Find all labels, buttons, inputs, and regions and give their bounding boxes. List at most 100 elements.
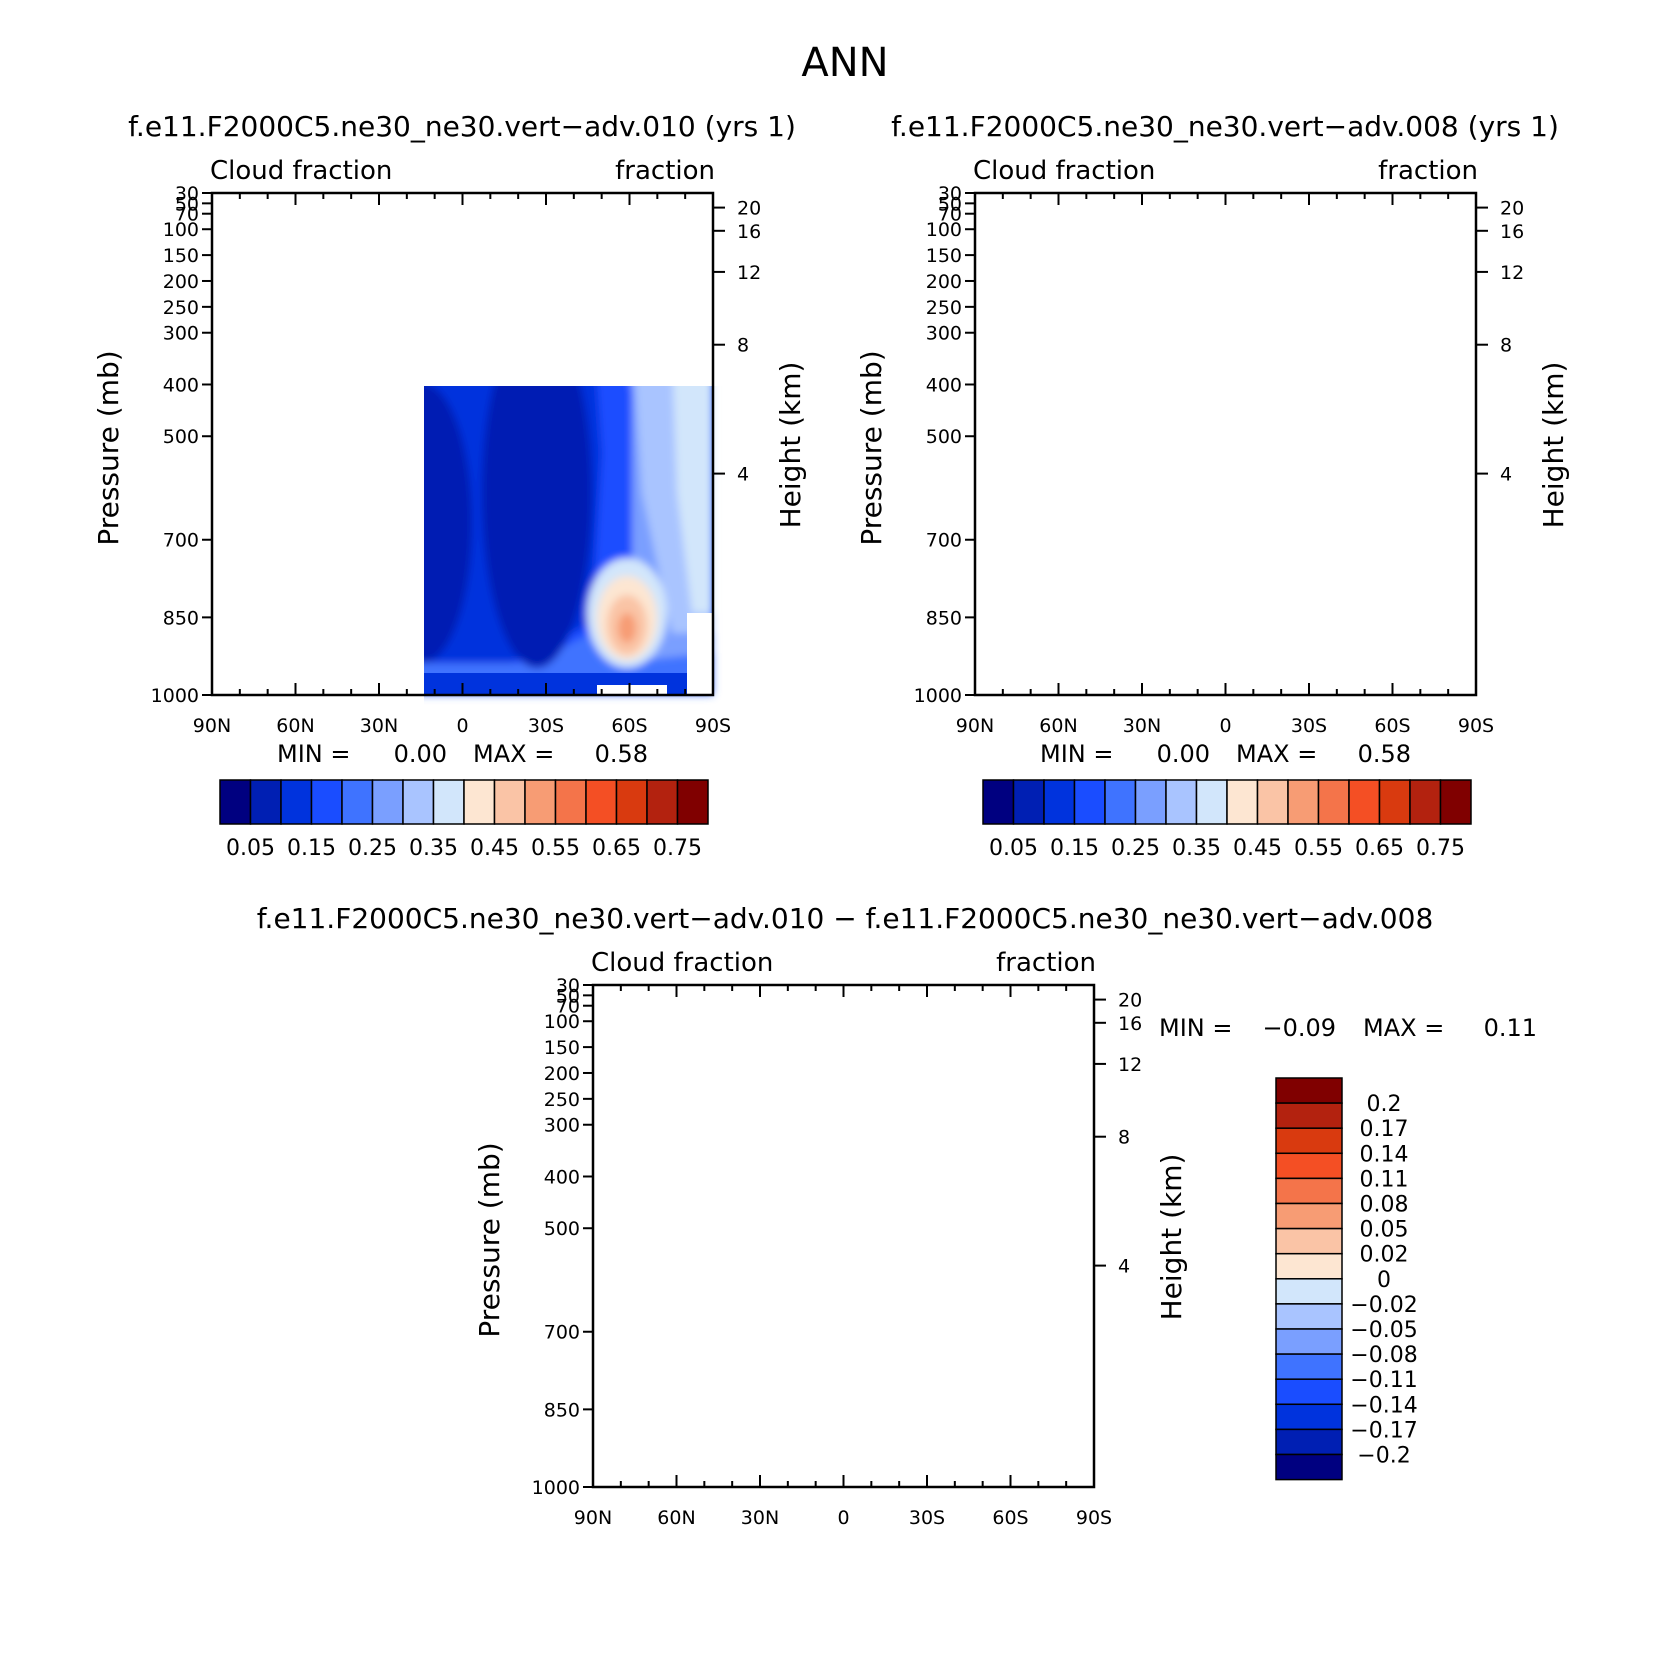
pressure-tick-label: 500 — [544, 1218, 580, 1240]
colorbar-label: 0.15 — [1050, 836, 1099, 861]
pressure-tick-label: 300 — [926, 323, 962, 345]
colorbar-label: 0.75 — [1416, 836, 1465, 861]
pressure-tick-label: 850 — [163, 607, 199, 629]
colorbar-label: 0.17 — [1360, 1117, 1409, 1142]
colorbar-box — [463, 779, 496, 825]
panel-3-min: −0.09 — [1262, 1014, 1336, 1042]
panel-2-right-string: fraction — [1378, 156, 1478, 186]
pressure-tick-label: 1000 — [532, 1477, 580, 1499]
panel-1-axes: 3050701001502002503004005007008501000201… — [151, 183, 762, 737]
panel-1-right-string: fraction — [615, 156, 715, 186]
panel-2-max: 0.58 — [1358, 740, 1411, 768]
colorbar-box — [1104, 779, 1137, 825]
colorbar-label: 0.05 — [1360, 1218, 1409, 1243]
colorbar-label: 0.15 — [287, 836, 336, 861]
height-tick-label: 16 — [1500, 221, 1524, 243]
panel-3: f.e11.F2000C5.ne30_ne30.vert−adv.010 − f… — [257, 902, 1537, 1529]
colorbar-box — [1275, 1127, 1343, 1155]
panel-3-colorbar: 0.20.170.140.110.080.050.020−0.02−0.05−0… — [1275, 1077, 1418, 1481]
colorbar-box — [1275, 1328, 1343, 1355]
lat-tick-label: 90S — [1076, 1507, 1112, 1529]
colorbar-box — [646, 779, 679, 825]
colorbar-box — [1409, 779, 1442, 825]
height-tick-label: 20 — [737, 198, 761, 220]
lat-tick-label: 0 — [456, 715, 468, 737]
pressure-tick-label: 1000 — [151, 685, 199, 707]
pressure-tick-label: 50 — [556, 985, 580, 1007]
colorbar-box — [1134, 779, 1167, 825]
colorbar-label: −0.02 — [1350, 1293, 1417, 1318]
panel-1-ylabel: Pressure (mb) — [92, 350, 125, 545]
colorbar-box — [1275, 1378, 1343, 1406]
pressure-tick-label: 400 — [163, 374, 199, 396]
colorbar-box — [1256, 779, 1289, 825]
panel-3-ylabel: Pressure (mb) — [473, 1142, 506, 1337]
panel-3-frame — [591, 983, 1096, 1489]
colorbar-box — [432, 779, 465, 825]
panel-2-max-label: MAX = — [1236, 740, 1317, 768]
panel-2-right-ylabel: Height (km) — [1537, 362, 1570, 529]
lat-tick-label: 30S — [1291, 715, 1327, 737]
colorbar-box — [1287, 779, 1320, 825]
pressure-tick-label: 250 — [926, 297, 962, 319]
panel-1-left-string: Cloud fraction — [210, 156, 392, 186]
pressure-tick-label: 70 — [938, 204, 962, 226]
pressure-tick-label: 30 — [175, 183, 199, 205]
panel-2-axes: 3050701001502002503004005007008501000201… — [914, 183, 1525, 737]
colorbar-label: −0.14 — [1350, 1393, 1417, 1418]
colorbar-box — [1275, 1428, 1343, 1456]
pressure-tick-label: 100 — [544, 1011, 580, 1033]
colorbar-box — [1275, 1077, 1343, 1104]
panel-2-colorbar: 0.05 0.15 0.25 0.35 0.45 0.55 0.65 0.75 — [982, 779, 1472, 861]
pressure-tick-label: 30 — [556, 975, 580, 997]
panel-1: f.e11.F2000C5.ne30_ne30.vert−adv.010 (yr… — [92, 110, 807, 861]
colorbar-box — [554, 779, 587, 825]
colorbar-box — [1165, 779, 1198, 825]
panel-3-heatmap — [593, 985, 1094, 1487]
pressure-tick-label: 100 — [163, 219, 199, 241]
pressure-tick-label: 400 — [926, 374, 962, 396]
colorbar-label: 0 — [1377, 1268, 1391, 1293]
panel-3-max-label: MAX = — [1363, 1014, 1444, 1042]
colorbar-box — [1012, 779, 1045, 825]
colorbar-label: 0.65 — [1355, 836, 1404, 861]
panel-1-min: 0.00 — [394, 740, 447, 768]
height-tick-label: 16 — [1118, 1013, 1142, 1035]
height-tick-label: 8 — [1500, 335, 1512, 357]
pressure-tick-label: 300 — [163, 323, 199, 345]
pressure-tick-label: 200 — [926, 271, 962, 293]
colorbar-label: 0.35 — [409, 836, 458, 861]
pressure-tick-label: 50 — [175, 193, 199, 215]
height-tick-label: 20 — [1500, 198, 1524, 220]
panel-3-min-label: MIN = — [1159, 1014, 1232, 1042]
pressure-tick-label: 50 — [938, 193, 962, 215]
pressure-tick-label: 200 — [544, 1063, 580, 1085]
colorbar-label: 0.55 — [1294, 836, 1343, 861]
pressure-tick-label: 700 — [926, 530, 962, 552]
lat-tick-label: 90N — [956, 715, 994, 737]
lat-tick-label: 0 — [837, 1507, 849, 1529]
lat-tick-label: 30S — [528, 715, 564, 737]
colorbar-box — [982, 779, 1015, 825]
lat-tick-label: 60S — [992, 1507, 1028, 1529]
height-tick-label: 12 — [737, 262, 761, 284]
panel-1-colorbar: 0.05 0.15 0.25 0.35 0.45 0.55 0.65 0.75 — [219, 779, 709, 861]
panel-2-left-string: Cloud fraction — [973, 156, 1155, 186]
colorbar-label: 0.02 — [1360, 1243, 1409, 1268]
colorbar-label: 0.65 — [592, 836, 641, 861]
panel-1-heatmap — [424, 386, 713, 695]
pressure-tick-label: 150 — [926, 245, 962, 267]
pressure-tick-label: 30 — [938, 183, 962, 205]
colorbar-box — [1195, 779, 1228, 825]
colorbar-label: 0.11 — [1360, 1167, 1409, 1192]
panel-3-left-string: Cloud fraction — [591, 948, 773, 978]
panel-3-right-ylabel: Height (km) — [1155, 1154, 1188, 1321]
pressure-tick-label: 500 — [163, 426, 199, 448]
colorbar-box — [1275, 1252, 1343, 1280]
panel-2: f.e11.F2000C5.ne30_ne30.vert−adv.008 (yr… — [855, 110, 1570, 861]
lat-tick-label: 90N — [574, 1507, 612, 1529]
pressure-tick-label: 250 — [544, 1089, 580, 1111]
height-tick-label: 12 — [1118, 1054, 1142, 1076]
pressure-tick-label: 100 — [926, 219, 962, 241]
